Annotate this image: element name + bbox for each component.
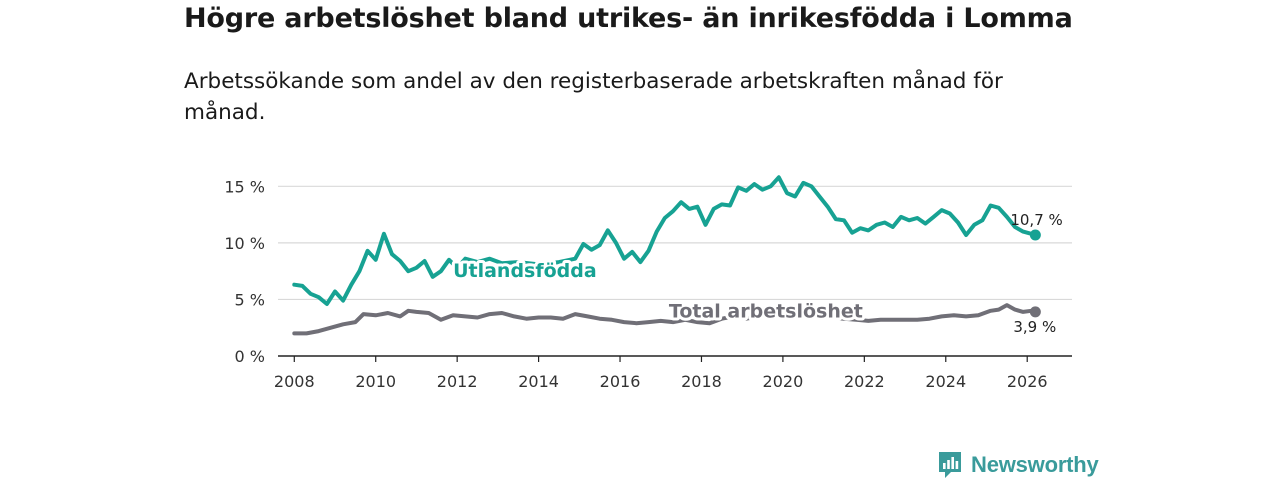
- chart-title: Högre arbetslöshet bland utrikes- än inr…: [184, 3, 1073, 34]
- series-label: Utlandsfödda: [453, 260, 597, 282]
- series-end-label: 3,9 %: [1013, 318, 1056, 336]
- y-tick-label: 10 %: [224, 234, 265, 253]
- series-lines: [292, 175, 1041, 336]
- x-tick-label: 2010: [355, 372, 396, 391]
- x-tick-label: 2014: [518, 372, 559, 391]
- series-end-marker: [1029, 229, 1041, 241]
- series-line-total: [292, 303, 1038, 336]
- x-tick-label: 2024: [925, 372, 966, 391]
- x-tick-label: 2026: [1007, 372, 1048, 391]
- chart-subtitle: Arbetssökande som andel av den registerb…: [184, 69, 1003, 125]
- series-labels: 10,7 % 3,9 % Utlandsfödda Total arbetslöshe…: [450, 211, 1063, 336]
- y-tick-label: 15 %: [224, 177, 265, 196]
- series-line-utlandsfodda: [292, 175, 1038, 306]
- x-tick-label: 2018: [681, 372, 722, 391]
- brand-logo[interactable]: Newsworthy: [937, 449, 1099, 481]
- y-tick-label: 0 %: [235, 347, 265, 366]
- series-label: Total arbetslöshet: [669, 301, 863, 323]
- brand-name: Newsworthy: [971, 452, 1099, 477]
- x-tick-label: 2008: [274, 372, 315, 391]
- x-tick-label: 2022: [844, 372, 885, 391]
- x-axis: 2008 2010 2012 2014 2016 2018 2020 2022 2024 2026: [274, 355, 1072, 391]
- series-end-marker: [1029, 306, 1041, 318]
- x-tick-label: 2012: [437, 372, 478, 391]
- newsworthy-logo-icon: [939, 452, 961, 478]
- x-tick-label: 2016: [600, 372, 641, 391]
- y-tick-label: 5 %: [235, 290, 265, 309]
- gridlines: 0 % 5 % 10 % 15 %: [224, 177, 1072, 366]
- series-end-label: 10,7 %: [1010, 211, 1062, 229]
- x-tick-label: 2020: [763, 372, 804, 391]
